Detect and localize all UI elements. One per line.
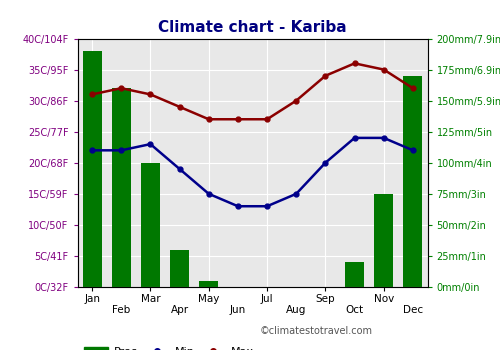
Bar (404, 76, 422, 287)
Bar (141, 163, 160, 287)
Bar (170, 250, 189, 287)
Text: ©climatestotravel.com: ©climatestotravel.com (260, 326, 373, 336)
Title: Climate chart - Kariba: Climate chart - Kariba (158, 20, 347, 35)
Bar (82, 51, 102, 287)
Bar (374, 194, 393, 287)
Bar (345, 262, 364, 287)
Bar (112, 88, 130, 287)
Legend: Prec, Min, Max: Prec, Min, Max (80, 342, 258, 350)
Bar (200, 281, 218, 287)
